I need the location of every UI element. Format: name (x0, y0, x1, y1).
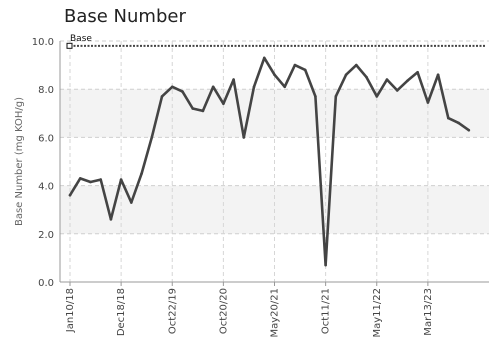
data-point (262, 56, 266, 60)
data-point (201, 109, 205, 113)
data-point (406, 79, 409, 83)
x-tick-label: Jan10/18 (65, 288, 76, 333)
data-point (365, 75, 368, 79)
data-point (109, 218, 113, 221)
data-point (436, 73, 440, 77)
reference-marker (66, 42, 73, 49)
data-point (324, 263, 327, 267)
data-point (222, 102, 225, 105)
data-point (232, 78, 235, 81)
data-point (130, 201, 133, 204)
data-point (334, 95, 338, 98)
x-tick-label: Mar13/23 (423, 288, 434, 336)
data-point (68, 193, 72, 197)
y-tick-label: 6.0 (38, 133, 54, 144)
data-point (170, 85, 174, 89)
data-point (78, 177, 82, 180)
data-point (211, 85, 215, 89)
chart-title: Base Number (64, 6, 186, 27)
data-point (191, 107, 194, 110)
data-point (447, 116, 450, 120)
data-point (89, 180, 92, 184)
data-point (181, 90, 184, 93)
data-point (99, 178, 102, 181)
data-point (457, 121, 460, 125)
data-point (375, 95, 379, 98)
data-point (314, 95, 317, 98)
data-point (119, 178, 123, 181)
data-point (467, 128, 471, 132)
data-point (242, 136, 246, 139)
y-tick-label: 8.0 (38, 85, 54, 96)
y-tick-label: 2.0 (38, 230, 54, 241)
data-point (273, 73, 276, 77)
data-point (252, 85, 256, 89)
x-tick-label: Dec18/18 (116, 288, 127, 336)
y-tick-label: 4.0 (38, 182, 54, 193)
data-point (385, 78, 389, 81)
data-point (150, 136, 154, 139)
data-point (344, 73, 348, 77)
y-tick-label: 10.0 (32, 37, 54, 48)
data-point (293, 63, 297, 67)
series-line (68, 56, 471, 267)
data-point (355, 63, 358, 67)
data-point (416, 71, 419, 74)
y-tick-label: 0.0 (38, 278, 54, 289)
data-point (160, 95, 164, 98)
x-tick-label: May20/21 (270, 288, 281, 338)
data-point (426, 101, 430, 104)
y-axis-label: Base Number (mg KOH/g) (14, 97, 25, 226)
data-point (303, 68, 307, 72)
x-tick-label: Oct20/20 (218, 288, 229, 334)
x-tick-label: May11/22 (372, 288, 383, 338)
data-point (395, 89, 399, 92)
x-tick-label: Oct22/19 (167, 288, 178, 334)
x-tick-label: Oct11/21 (321, 288, 332, 334)
data-point (283, 85, 287, 89)
reference-label: Base (70, 34, 92, 44)
data-point (140, 172, 143, 175)
